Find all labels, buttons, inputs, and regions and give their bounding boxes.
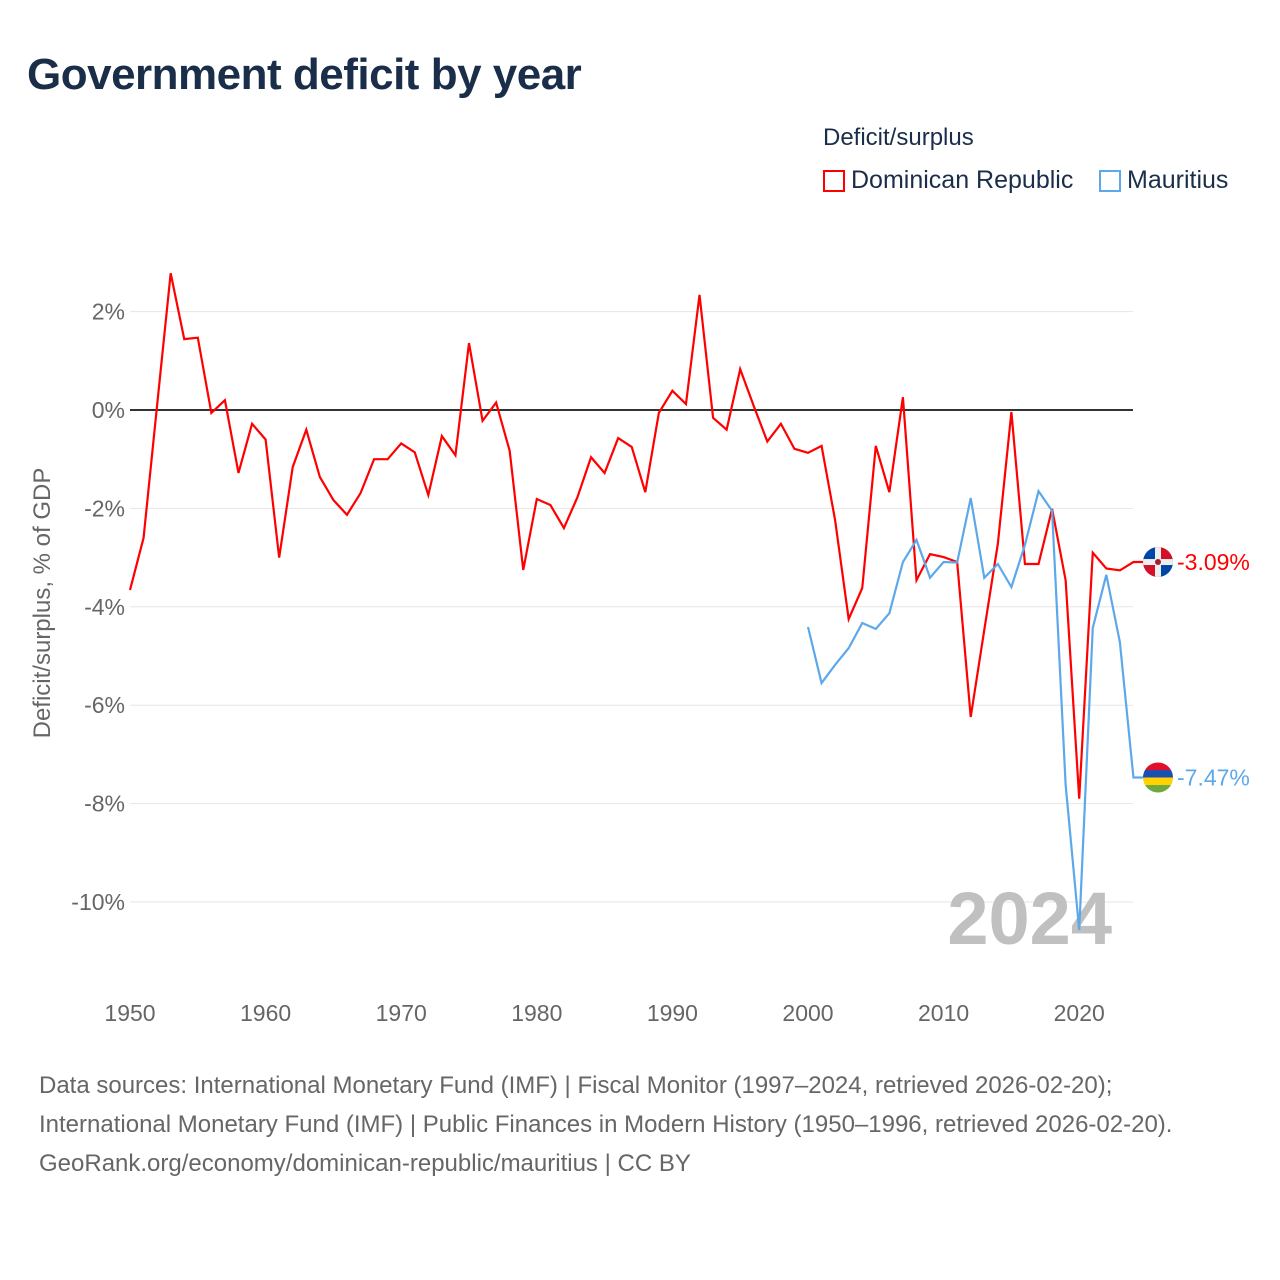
credit-link[interactable]: GeoRank.org/economy/dominican-republic/m… (39, 1150, 691, 1177)
x-tick-label: 1980 (511, 1000, 562, 1026)
legend-item-mauritius[interactable]: Mauritius (1099, 166, 1228, 195)
y-tick-label: -10% (71, 889, 125, 915)
x-tick-label: 2000 (782, 1000, 833, 1026)
footer: Data sources: International Monetary Fun… (39, 1066, 1239, 1183)
flag-icon-mauritius (1143, 762, 1173, 793)
legend-title: Deficit/surplus (823, 124, 974, 151)
x-tick-label: 2020 (1054, 1000, 1105, 1026)
y-tick-label: -4% (84, 594, 125, 620)
x-tick-label: 1960 (240, 1000, 291, 1026)
y-tick-label: -8% (84, 791, 125, 817)
series-line-dominican-republic (128, 273, 1146, 799)
series-line-mauritius (806, 488, 1146, 931)
chart-title: Government deficit by year (27, 50, 582, 99)
data-sources: Data sources: International Monetary Fun… (39, 1072, 1173, 1138)
end-value-label: -3.09% (1177, 549, 1250, 575)
x-tick-label: 1990 (647, 1000, 698, 1026)
x-tick-label: 1970 (376, 1000, 427, 1026)
flag-icon-dominican-republic (1143, 547, 1173, 578)
x-tick-label: 1950 (104, 1000, 155, 1026)
y-axis-title: Deficit/surplus, % of GDP (29, 468, 56, 739)
legend-label: Dominican Republic (851, 166, 1074, 194)
y-tick-label: -2% (84, 495, 125, 521)
legend-swatch-blue (1099, 169, 1121, 192)
legend-swatch-red (823, 169, 845, 192)
legend-item-dominican-republic[interactable]: Dominican Republic (823, 166, 1073, 195)
year-watermark: 2024 (947, 877, 1112, 960)
y-tick-label: 0% (92, 397, 125, 423)
y-tick-label: -6% (84, 692, 125, 718)
x-tick-label: 2010 (918, 1000, 969, 1026)
legend-label: Mauritius (1127, 166, 1229, 194)
end-value-label: -7.47% (1177, 765, 1250, 791)
y-tick-label: 2% (92, 299, 125, 325)
